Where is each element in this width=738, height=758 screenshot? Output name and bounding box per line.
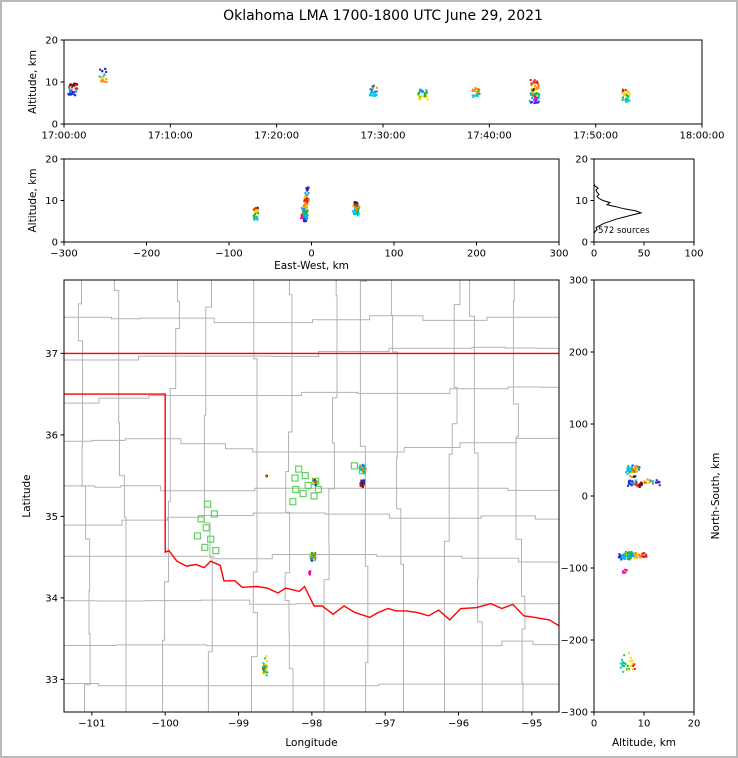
svg-text:20: 20 [45,36,58,47]
svg-text:−101: −101 [78,719,105,730]
map-sources [262,463,367,677]
altitude-histogram-panel: 0 50 100 0 10 20 572 sources [575,155,703,260]
svg-text:−300: −300 [561,708,588,719]
ew-height-panel: −300 −200 −100 0 100 200 300 0 10 20 Altitude, km E… [27,155,569,273]
svg-text:10: 10 [45,196,58,207]
svg-text:100: 100 [684,249,703,260]
svg-text:50: 50 [638,249,651,260]
svg-text:0: 0 [582,492,588,503]
svg-text:35: 35 [45,512,58,523]
svg-text:0: 0 [591,249,597,260]
svg-text:37: 37 [45,349,58,360]
svg-text:18:00:00: 18:00:00 [680,131,725,142]
svg-text:33: 33 [45,675,58,686]
ns-height-sources [617,464,661,673]
ns-height-ylabel: North-South, km [710,453,722,540]
svg-text:34: 34 [45,593,58,604]
svg-text:200: 200 [569,348,588,359]
svg-text:200: 200 [467,249,486,260]
map-ylabel: Latitude [21,474,33,517]
svg-text:0: 0 [52,238,58,249]
svg-text:100: 100 [384,249,403,260]
svg-text:100: 100 [569,420,588,431]
svg-text:17:10:00: 17:10:00 [148,131,193,142]
ew-height-ylabel: Altitude, km [27,168,39,232]
svg-text:−95: −95 [521,719,542,730]
svg-text:10: 10 [638,719,651,730]
source-count-label: 572 sources [598,226,650,236]
figure-title: Oklahoma LMA 1700-1800 UTC June 29, 2021 [223,8,543,24]
county-boundaries [64,280,559,712]
map-panel: −101 −100 −99 −98 −97 −96 −95 33 34 35 36 37 Longitu… [21,279,560,749]
svg-text:−300: −300 [50,249,77,260]
ns-height-xlabel: Altitude, km [612,737,676,749]
svg-text:−97: −97 [375,719,396,730]
svg-text:−200: −200 [561,636,588,647]
svg-text:0: 0 [591,719,597,730]
svg-text:−96: −96 [448,719,469,730]
svg-text:10: 10 [45,78,58,89]
svg-text:17:40:00: 17:40:00 [467,131,512,142]
map-xlabel: Longitude [285,737,337,749]
svg-text:−98: −98 [301,719,322,730]
cg-strike-markers [193,462,367,555]
svg-text:300: 300 [549,249,568,260]
svg-text:0: 0 [308,249,314,260]
svg-text:17:20:00: 17:20:00 [254,131,299,142]
svg-text:300: 300 [569,276,588,287]
time-height-panel: 17:00:00 17:10:00 17:20:00 17:30:00 17:40:00… [27,36,724,142]
oklahoma-state-border [64,352,559,627]
ew-height-xlabel: East-West, km [274,260,349,272]
svg-text:20: 20 [688,719,701,730]
svg-text:−200: −200 [133,249,160,260]
time-height-ylabel: Altitude, km [27,50,39,114]
svg-text:0: 0 [52,120,58,131]
svg-text:17:30:00: 17:30:00 [361,131,406,142]
svg-text:17:00:00: 17:00:00 [42,131,87,142]
svg-text:10: 10 [575,196,588,207]
altitude-histogram-line [594,183,643,234]
svg-text:20: 20 [45,155,58,166]
svg-text:−100: −100 [561,564,588,575]
svg-text:0: 0 [582,238,588,249]
ew-height-sources [252,186,361,223]
ns-height-panel: 0 10 20 −300 −200 −100 0 100 200 300 Altitude, km N… [561,276,722,750]
svg-text:20: 20 [575,155,588,166]
svg-text:17:50:00: 17:50:00 [573,131,618,142]
svg-text:36: 36 [45,430,58,441]
svg-text:−100: −100 [151,719,178,730]
svg-text:−100: −100 [215,249,242,260]
svg-text:−99: −99 [228,719,249,730]
time-height-sources [67,67,631,105]
